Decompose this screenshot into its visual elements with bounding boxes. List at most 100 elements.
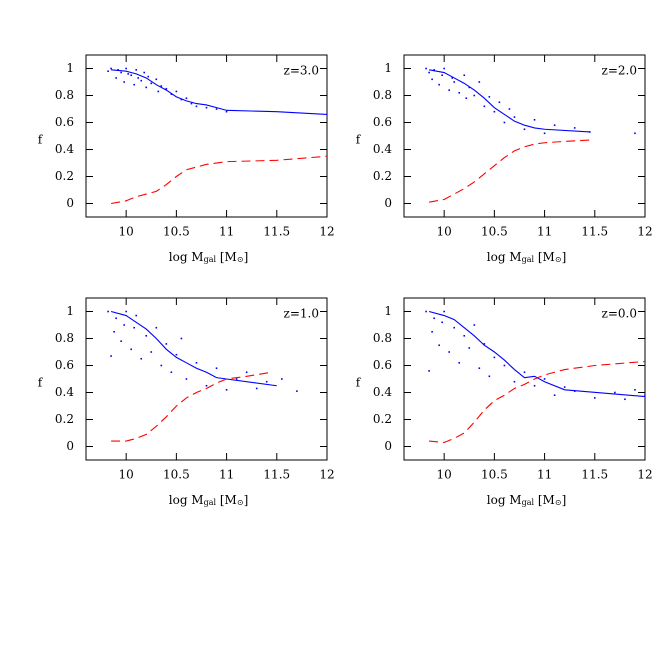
y-tick-label: 0.8: [55, 331, 74, 345]
point: [120, 340, 122, 342]
point: [117, 69, 119, 71]
y-tick-label: 1: [66, 61, 74, 75]
x-tick-label: 10.5: [481, 468, 508, 482]
point: [205, 384, 208, 387]
point: [468, 86, 471, 89]
point: [195, 105, 198, 108]
point: [498, 101, 501, 104]
point: [533, 119, 536, 121]
point: [150, 82, 153, 85]
y-tick-label: 1: [66, 304, 74, 318]
panel: 10 10.5 11 11.5 12 0 0.2 0.4 0.6 0.8 1 f z=1.0 log Mg…: [38, 297, 335, 508]
x-axis-label-part: ⊙: [555, 498, 562, 507]
plot-frame: [403, 297, 646, 461]
point: [265, 380, 268, 383]
x-tick-label: 11: [219, 468, 234, 482]
panel: 10 10.5 11 11.5 12 0 0.2 0.4 0.6 0.8 1 f z=3.0 log Mg…: [38, 54, 335, 264]
x-tick-label: 10.5: [163, 225, 190, 239]
point: [195, 362, 198, 364]
point: [428, 71, 430, 74]
point: [433, 317, 435, 320]
y-tick-label: 0.2: [373, 412, 392, 426]
point: [478, 81, 481, 83]
point: [593, 397, 596, 399]
point: [588, 131, 591, 133]
point: [155, 78, 158, 81]
point: [107, 70, 109, 72]
point: [463, 74, 466, 77]
line: [110, 310, 277, 387]
point: [147, 75, 150, 78]
x-tick-label: 12: [319, 225, 334, 239]
point: [533, 384, 536, 387]
point: [523, 128, 526, 131]
annotation: z=2.0: [602, 64, 637, 78]
x-axis-label-part: ]: [562, 250, 567, 264]
x-axis-label-part: [M: [216, 250, 237, 264]
x-axis-label-part: ]: [562, 493, 567, 507]
point: [185, 378, 188, 380]
point: [428, 370, 430, 372]
point: [160, 85, 163, 87]
x-axis-label-part: log M: [169, 493, 204, 507]
y-tick-label: 0.6: [55, 115, 74, 129]
y-tick-label: 0.4: [55, 142, 74, 156]
y-tick-label: 0.2: [55, 169, 74, 183]
point: [123, 324, 125, 326]
x-axis-label-part: log M: [487, 493, 522, 507]
point: [113, 330, 115, 333]
point: [157, 90, 160, 93]
point: [135, 69, 138, 71]
point: [125, 67, 127, 70]
point: [137, 77, 140, 79]
point: [130, 348, 132, 351]
point: [125, 310, 127, 313]
point: [465, 97, 468, 99]
point: [634, 389, 636, 391]
point: [453, 81, 456, 83]
x-tick-label: 10.5: [163, 468, 190, 482]
point: [145, 335, 148, 337]
x-tick-label: 12: [637, 468, 652, 482]
x-axis-label: log Mgal [M⊙]: [487, 250, 567, 265]
point: [150, 351, 153, 353]
x-axis-label-part: ⊙: [237, 255, 244, 264]
point: [140, 79, 143, 82]
point: [431, 330, 433, 333]
x-tick-label: 12: [637, 225, 652, 239]
x-axis-label-part: ⊙: [555, 255, 562, 264]
dashed-line: [429, 360, 645, 444]
y-tick-label: 0: [66, 439, 74, 453]
point: [563, 386, 566, 388]
dashed-line: [429, 139, 590, 203]
point: [443, 67, 445, 70]
x-axis-label: log Mgal [M⊙]: [487, 493, 567, 508]
annotation: z=0.0: [602, 307, 637, 321]
y-axis-label: f: [356, 133, 362, 147]
point: [170, 371, 173, 374]
y-tick-label: 0: [66, 196, 74, 210]
point: [463, 335, 466, 337]
line: [428, 310, 645, 398]
point: [493, 356, 496, 359]
y-tick-label: 0.6: [373, 358, 392, 372]
x-axis-label-part: gal: [522, 498, 535, 507]
point: [453, 326, 456, 329]
y-tick-label: 0.6: [373, 115, 392, 129]
y-tick-label: 0.4: [373, 142, 392, 156]
point: [441, 321, 443, 324]
point: [130, 74, 132, 77]
point: [553, 124, 556, 126]
x-axis-label-part: log M: [169, 250, 204, 264]
point: [110, 67, 112, 70]
x-axis-label-part: gal: [204, 255, 217, 264]
plot-frame: [85, 54, 328, 218]
point: [215, 367, 218, 369]
point: [175, 353, 178, 356]
point: [133, 326, 135, 329]
point: [135, 314, 138, 317]
x-axis-label: log Mgal [M⊙]: [169, 493, 249, 508]
y-tick-label: 0.8: [373, 331, 392, 345]
point: [123, 81, 125, 83]
point: [473, 94, 476, 97]
